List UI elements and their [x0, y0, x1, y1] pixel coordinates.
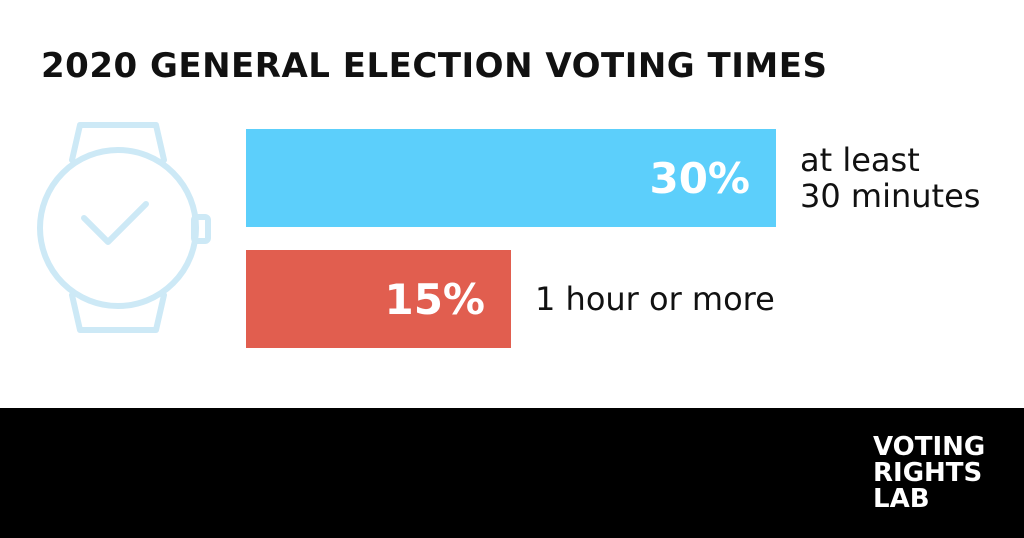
chart-title: 2020 GENERAL ELECTION VOTING TIMES [41, 46, 828, 86]
category-label: 1 hour or more [535, 280, 775, 318]
bar-1 [246, 129, 776, 227]
logo-line: VOTING [873, 432, 986, 462]
category-label: at least [800, 141, 920, 179]
voting-rights-lab-logo: VOTING RIGHTS LAB [873, 434, 985, 512]
watch-hands [81, 201, 149, 245]
category-label: 30 minutes [800, 177, 980, 215]
bar-2 [246, 250, 511, 348]
bar-value-label: 15% [384, 275, 485, 324]
bar-value-label: 30% [649, 154, 750, 203]
footer-band: VOTING RIGHTS LAB [0, 408, 1024, 538]
watch-crown [191, 214, 211, 244]
watch-strap-bottom [69, 292, 167, 333]
logo-line: RIGHTS [873, 458, 983, 488]
wristwatch-icon [37, 122, 211, 333]
watch-strap-top [69, 122, 167, 163]
logo-line: LAB [873, 484, 930, 514]
